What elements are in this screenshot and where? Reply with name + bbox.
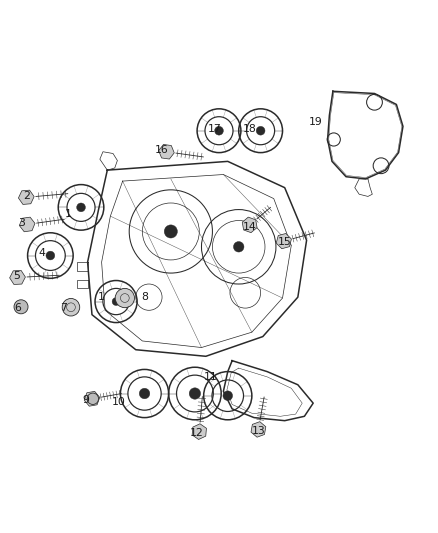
Circle shape <box>62 298 80 316</box>
Text: 4: 4 <box>38 248 45 259</box>
Text: 3: 3 <box>18 217 25 228</box>
Circle shape <box>87 393 99 405</box>
Circle shape <box>46 251 55 260</box>
Text: 14: 14 <box>243 222 257 232</box>
Circle shape <box>14 300 28 314</box>
Polygon shape <box>276 233 291 249</box>
Circle shape <box>256 126 265 135</box>
Circle shape <box>115 288 134 308</box>
Circle shape <box>223 391 233 400</box>
Text: 5: 5 <box>13 271 20 281</box>
Text: 8: 8 <box>141 292 148 302</box>
Text: 12: 12 <box>190 428 204 438</box>
Circle shape <box>77 203 85 212</box>
Polygon shape <box>242 217 257 232</box>
Text: 6: 6 <box>14 303 21 313</box>
Text: 17: 17 <box>208 124 222 134</box>
Text: 9: 9 <box>82 395 89 405</box>
Polygon shape <box>18 190 34 205</box>
Circle shape <box>215 126 223 135</box>
Text: 13: 13 <box>251 426 265 436</box>
Polygon shape <box>19 217 35 232</box>
Text: 16: 16 <box>155 146 169 156</box>
Polygon shape <box>251 422 266 437</box>
Circle shape <box>233 241 244 252</box>
Polygon shape <box>10 270 25 285</box>
Circle shape <box>189 388 201 399</box>
Text: 18: 18 <box>243 124 257 134</box>
Text: 10: 10 <box>111 397 125 407</box>
Circle shape <box>164 225 177 238</box>
Text: 15: 15 <box>278 237 292 247</box>
Polygon shape <box>84 391 100 406</box>
Polygon shape <box>159 144 174 159</box>
Text: 1: 1 <box>97 292 104 302</box>
Text: 19: 19 <box>308 117 322 127</box>
Circle shape <box>112 297 120 305</box>
Text: 2: 2 <box>23 191 30 201</box>
Text: 11: 11 <box>203 372 217 382</box>
Text: 1: 1 <box>64 209 71 219</box>
Polygon shape <box>192 424 206 440</box>
Text: 7: 7 <box>60 303 67 313</box>
Circle shape <box>139 388 150 399</box>
